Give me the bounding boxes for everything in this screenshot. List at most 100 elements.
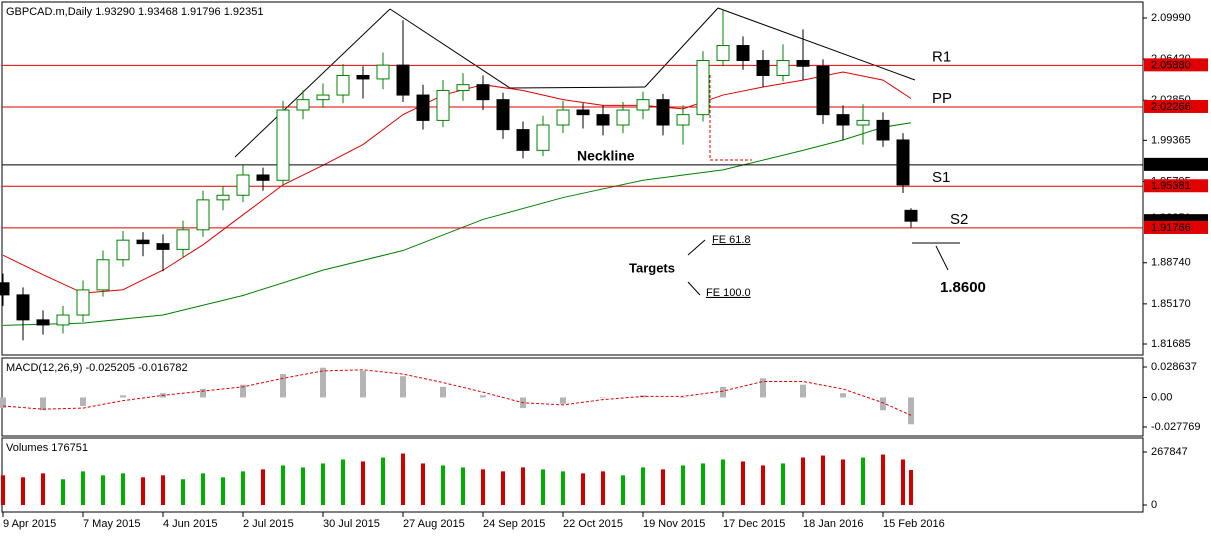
macd-bar [800, 384, 806, 398]
x-tick-label: 15 Feb 2016 [883, 518, 945, 530]
candle-body [196, 199, 210, 231]
trend-line [389, 8, 511, 89]
annotation: Neckline [577, 148, 635, 164]
macd-bar [120, 395, 126, 398]
macd-bar [400, 376, 406, 398]
macd-bar [908, 397, 914, 425]
candle-body [836, 114, 850, 126]
panel-title: Volumes 176751 [6, 442, 88, 454]
volume-bar [101, 475, 105, 505]
signal-line [2, 369, 912, 416]
volume-bar [521, 467, 525, 505]
macd-bar [840, 393, 846, 398]
macd-bar [680, 397, 686, 398]
candle-body [416, 94, 430, 121]
candle-body [876, 119, 890, 141]
candle-body [536, 124, 550, 151]
macd-bar [600, 397, 606, 398]
volume-bar [601, 471, 605, 505]
candle-body [856, 119, 870, 126]
volume-bar [281, 465, 285, 505]
candle-body [336, 74, 350, 96]
volume-bar [321, 463, 325, 505]
volume-bar [401, 453, 405, 505]
volume-bar [61, 479, 65, 505]
y-tick-label: 1.99365 [1151, 134, 1191, 146]
candle-body [696, 60, 710, 116]
volume-bar [221, 477, 225, 505]
volume-bar [241, 471, 245, 505]
y-tick-label: 1.88740 [1151, 257, 1191, 269]
level-label: 2.02266 [1151, 101, 1191, 113]
volume-bar [721, 459, 725, 505]
x-tick-label: 2 Jul 2015 [243, 518, 294, 530]
x-tick-label: 24 Sep 2015 [483, 518, 545, 530]
volume-bar [781, 463, 785, 505]
candle-body [456, 84, 470, 91]
volume-bar [661, 469, 665, 505]
candle-body [216, 194, 230, 201]
candle-body [256, 174, 270, 181]
x-tick-label: 7 May 2015 [83, 518, 140, 530]
panel-title: GBPCAD.m,Daily 1.93290 1.93468 1.91796 1… [6, 6, 263, 18]
candle-body [556, 109, 570, 126]
level-name: PP [932, 90, 952, 107]
x-tick-label: 17 Dec 2015 [723, 518, 785, 530]
macd-bar [240, 384, 246, 398]
x-tick-label: 22 Oct 2015 [563, 518, 623, 530]
level-label: 1.97239 [1151, 159, 1191, 171]
volume-bar [201, 473, 205, 505]
volume-bar [821, 455, 825, 505]
volume-bar [801, 457, 805, 505]
candle-body [176, 229, 190, 250]
candle-body [896, 139, 910, 186]
trend-line [644, 7, 719, 88]
volume-bar [841, 459, 845, 505]
volume-bar [681, 465, 685, 505]
candle-body [316, 94, 330, 101]
level-label-box [1144, 179, 1208, 193]
level-label-box [1144, 157, 1208, 171]
candle-body [496, 99, 510, 131]
candle-body [736, 45, 750, 62]
candle-body [676, 114, 690, 126]
macd-bar [440, 386, 446, 398]
candle-body [396, 64, 410, 96]
volume-bar [161, 475, 165, 505]
candle-body [136, 239, 150, 245]
candle-body [776, 60, 790, 76]
candle-body [576, 109, 590, 116]
y-tick-label: 0.00 [1151, 391, 1172, 403]
volume-bar [141, 477, 145, 505]
panel-title: MACD(12,26,9) -0.025205 -0.016782 [6, 362, 188, 374]
x-tick-label: 9 Apr 2015 [3, 518, 56, 530]
macd-bar [280, 374, 286, 398]
volume-bar [641, 467, 645, 505]
macd-bar [320, 367, 326, 398]
candle-body [716, 45, 730, 62]
annotation: FE 100.0 [706, 287, 751, 299]
volume-bar [461, 467, 465, 505]
x-tick-label: 4 Jun 2015 [163, 518, 217, 530]
candle-body [116, 239, 130, 261]
macd-bar [760, 378, 766, 398]
volume-bar [881, 454, 885, 505]
volume-bar [901, 459, 905, 505]
macd-bar [720, 386, 726, 398]
volume-bar [501, 471, 505, 505]
volume-bar [761, 465, 765, 505]
trend-line [509, 86, 646, 89]
price-label-box [1144, 214, 1208, 223]
macd-bar [480, 395, 486, 398]
annotation: Targets [629, 260, 675, 275]
pointer-line [935, 245, 949, 271]
volume-bar [41, 473, 45, 505]
volume-bar [701, 463, 705, 505]
y-tick-label: 0.028637 [1151, 361, 1197, 373]
level-label: 1.91766 [1151, 222, 1191, 234]
volume-bar [581, 473, 585, 505]
level-name: S2 [950, 211, 968, 228]
volume-bar [441, 465, 445, 505]
candle-body [756, 60, 770, 76]
